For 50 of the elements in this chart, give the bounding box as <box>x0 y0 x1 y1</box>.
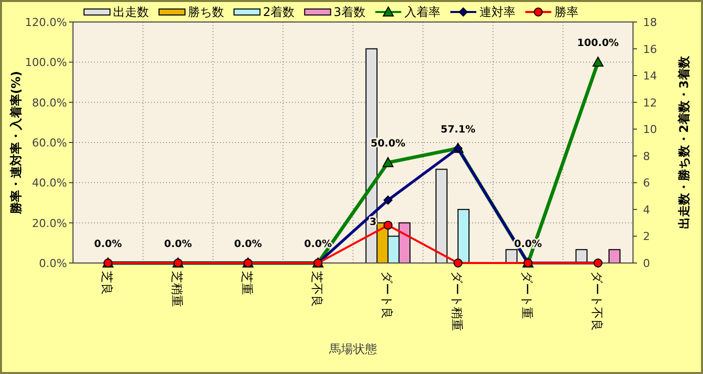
y2-tick-label: 8 <box>643 150 650 163</box>
x-tick-label: ダート不良 <box>590 271 604 331</box>
x-tick-label: ダート良 <box>380 271 394 319</box>
y2-tick-label: 10 <box>643 123 657 136</box>
x-tick-label: 芝稍重 <box>170 271 184 307</box>
y-tick-label: 40.0% <box>32 176 67 190</box>
x-axis-title: 馬場状態 <box>328 342 377 356</box>
point <box>592 56 604 67</box>
data-label: 3 <box>370 216 376 228</box>
data-label: 57.1% <box>440 124 476 136</box>
y2-tick-label: 18 <box>643 16 657 29</box>
y2-tick-label: 14 <box>643 70 657 83</box>
y-tick-label: 120.0% <box>25 16 67 29</box>
x-tick-label: 芝良 <box>100 271 114 295</box>
bar <box>608 249 620 264</box>
legend-label: 連対率 <box>479 5 516 19</box>
y-tick-label: 20.0% <box>32 216 67 230</box>
x-tick-label: ダート稍重 <box>450 271 464 331</box>
legend-label: 勝率 <box>554 5 578 19</box>
legend-label: 勝ち数 <box>188 5 224 19</box>
y-tick-label: 0.0% <box>39 257 67 270</box>
y2-tick-label: 0 <box>643 257 650 270</box>
y2-tick-label: 4 <box>643 203 650 216</box>
point <box>382 157 394 168</box>
y-axis-title: 勝率・連対率・入着率(%) <box>9 71 23 215</box>
data-label: 100.0% <box>577 38 619 50</box>
data-label: 0.0% <box>234 239 262 250</box>
y2-tick-label: 2 <box>643 230 650 244</box>
y-tick-label: 60.0% <box>32 136 67 150</box>
y2-tick-label: 12 <box>643 96 657 110</box>
point <box>384 196 392 205</box>
point <box>384 220 392 230</box>
x-tick-label: 芝不良 <box>310 271 324 307</box>
data-label: 0.0% <box>94 239 122 250</box>
y-tick-label: 80.0% <box>32 96 67 110</box>
point <box>454 258 462 268</box>
x-tick-label: ダート重 <box>520 271 534 319</box>
x-tick-label: 芝重 <box>240 271 254 295</box>
bar <box>458 208 470 264</box>
y2-tick-label: 6 <box>643 176 650 190</box>
legend-label: 2着数 <box>263 5 295 19</box>
y2-axis-title: 出走数・勝ち数・2着数・3着数 <box>677 55 691 229</box>
bar <box>436 168 448 264</box>
legend-label: 入着率 <box>404 5 440 19</box>
y2-tick-label: 16 <box>643 42 657 56</box>
bar <box>506 249 518 264</box>
legend-label: 出走数 <box>113 5 149 19</box>
y-tick-label: 100.0% <box>25 56 67 70</box>
legend-label: 3着数 <box>334 5 366 19</box>
data-label: 0.0% <box>164 239 192 250</box>
